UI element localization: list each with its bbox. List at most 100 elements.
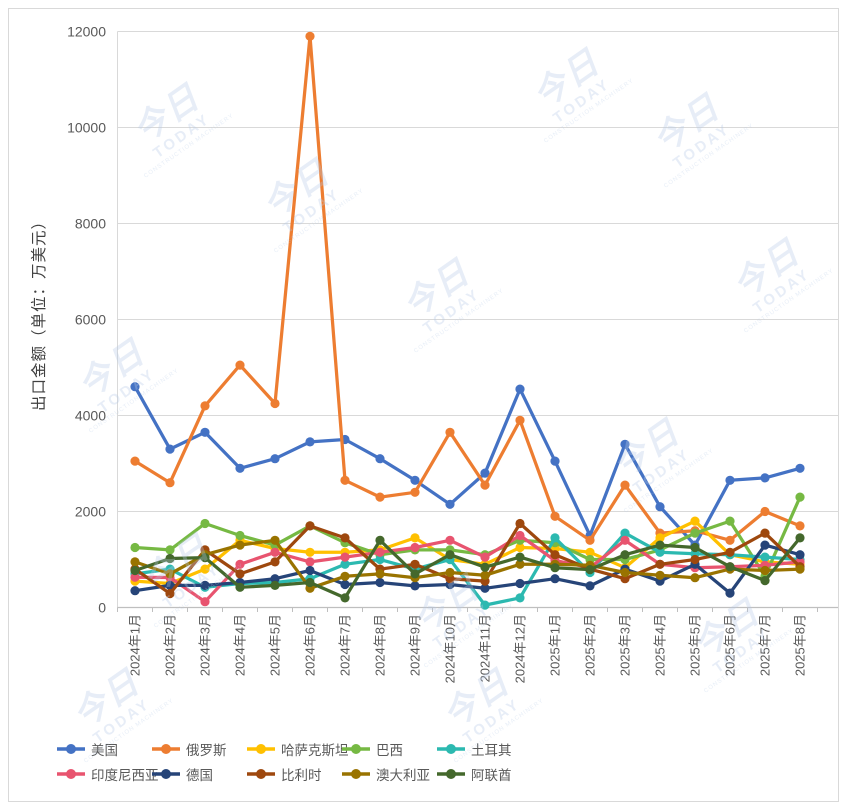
data-point <box>375 547 385 557</box>
x-tick-label: 2024年2月 <box>163 614 178 676</box>
legend-marker-icon <box>152 769 180 779</box>
data-series <box>130 31 805 610</box>
data-point <box>585 565 595 575</box>
data-point <box>690 542 700 553</box>
x-tick-label: 2024年10月 <box>443 614 458 683</box>
data-point <box>410 581 420 591</box>
legend-marker-icon <box>342 744 370 754</box>
data-point <box>690 554 700 565</box>
data-point <box>655 533 665 543</box>
legend-label: 比利时 <box>281 768 322 783</box>
data-point <box>655 547 665 557</box>
legend-label: 印度尼西亚 <box>91 768 159 783</box>
data-point <box>690 528 700 538</box>
legend-marker-icon <box>247 769 275 779</box>
y-tick-label: 4000 <box>75 408 106 424</box>
chart-legend: 美国 俄罗斯 哈萨克斯坦 巴西 土耳其 印度尼西亚 德国 比利时 <box>0 735 846 795</box>
data-point <box>375 492 385 502</box>
x-tick-label: 2024年11月 <box>478 614 493 682</box>
data-point <box>130 557 140 567</box>
data-point <box>795 550 805 560</box>
data-point <box>550 533 560 543</box>
chart-outer-border <box>8 8 839 802</box>
data-point <box>375 554 385 565</box>
legend-item-4: 土耳其 <box>437 740 512 758</box>
data-point <box>130 565 140 576</box>
data-point <box>200 564 210 574</box>
legend-marker-icon <box>342 769 370 779</box>
data-point <box>165 580 175 591</box>
data-point <box>655 502 665 512</box>
legend-item-0: 美国 <box>57 740 118 758</box>
data-point <box>760 506 770 517</box>
legend-item-1: 俄罗斯 <box>152 740 227 758</box>
data-point <box>620 439 630 449</box>
data-point <box>725 547 735 557</box>
data-point <box>270 454 280 464</box>
data-point <box>305 557 315 567</box>
data-point <box>550 574 560 584</box>
data-point <box>515 530 525 541</box>
data-point <box>130 456 140 466</box>
data-point <box>585 547 595 557</box>
data-point <box>410 475 420 485</box>
x-tick-label: 2025年3月 <box>618 614 633 676</box>
data-point <box>515 384 525 394</box>
legend-label: 土耳其 <box>471 743 512 758</box>
data-point <box>340 533 350 543</box>
legend-marker-icon <box>437 769 465 779</box>
data-point <box>760 565 770 576</box>
x-tick-label: 2024年7月 <box>338 614 353 676</box>
x-tick-label: 2025年5月 <box>688 614 703 676</box>
data-point <box>235 463 245 473</box>
data-point <box>550 511 560 521</box>
data-point <box>270 398 280 409</box>
data-point <box>130 382 140 392</box>
data-point <box>305 31 315 41</box>
data-point <box>165 545 175 555</box>
data-point <box>585 581 595 591</box>
data-point <box>760 576 770 586</box>
data-point <box>200 553 210 563</box>
legend-item-3: 巴西 <box>342 740 403 758</box>
data-point <box>375 569 385 579</box>
data-point <box>340 593 350 603</box>
data-point <box>410 569 420 579</box>
x-tick-label: 2025年6月 <box>723 614 738 676</box>
data-point <box>620 550 630 560</box>
data-point <box>340 552 350 562</box>
data-point <box>200 580 210 591</box>
data-point <box>235 530 245 541</box>
data-point <box>725 475 735 485</box>
legend-label: 阿联酋 <box>471 768 512 783</box>
legend-marker-icon <box>437 744 465 754</box>
x-tick-label: 2024年9月 <box>408 614 423 676</box>
data-point <box>480 562 490 572</box>
y-tick-label: 8000 <box>75 216 106 232</box>
data-point <box>725 535 735 545</box>
data-point <box>235 360 245 370</box>
data-point <box>480 552 490 562</box>
data-point <box>655 540 665 550</box>
x-tick-label: 2025年1月 <box>548 614 563 676</box>
data-point <box>410 533 420 543</box>
data-point <box>410 487 420 497</box>
legend-label: 美国 <box>91 743 118 758</box>
data-point <box>340 579 350 590</box>
data-point <box>270 580 280 591</box>
data-point <box>200 401 210 411</box>
data-point <box>165 444 175 454</box>
data-point <box>480 570 490 580</box>
data-point <box>375 454 385 464</box>
data-point <box>340 475 350 485</box>
data-point <box>795 463 805 473</box>
series-line-9 <box>130 533 805 603</box>
legend-label: 德国 <box>186 768 213 783</box>
data-point <box>200 427 210 437</box>
data-point <box>130 542 140 553</box>
data-point <box>375 577 385 588</box>
data-point <box>445 427 455 437</box>
data-point <box>410 559 420 569</box>
data-point <box>130 572 140 582</box>
data-point <box>165 478 175 488</box>
